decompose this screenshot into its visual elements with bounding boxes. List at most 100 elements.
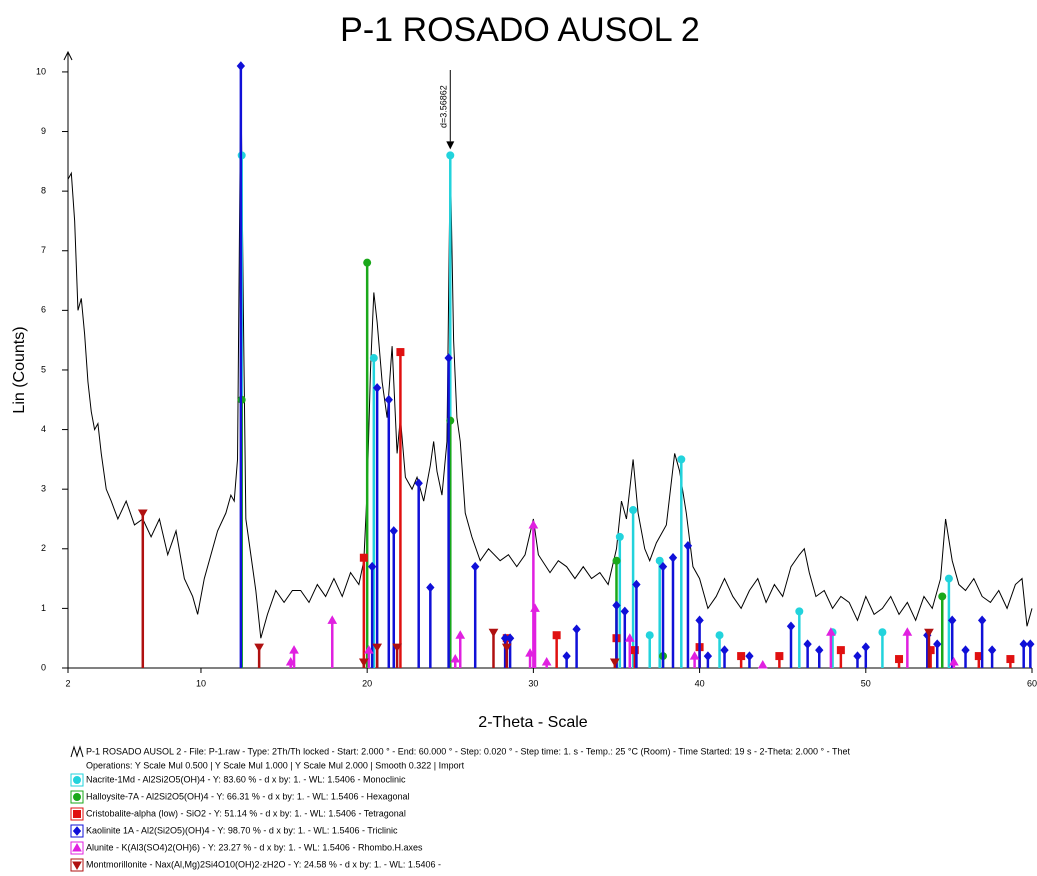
x-tick-label: 10: [196, 678, 206, 688]
peak-marker: [737, 652, 746, 661]
peak-marker: [715, 631, 724, 640]
x-tick-label: 2: [65, 678, 70, 688]
peak-marker: [987, 645, 997, 655]
peak-marker: [1019, 639, 1028, 649]
x-tick-label: 60: [1027, 678, 1037, 688]
peak-marker: [541, 657, 552, 666]
peak-marker: [392, 643, 402, 653]
peak-marker: [645, 631, 654, 640]
peak-marker: [826, 627, 836, 636]
legend-icon: [72, 826, 82, 836]
peak-marker: [359, 553, 368, 562]
peak-marker: [815, 645, 824, 655]
y-tick-label: 7: [41, 245, 46, 255]
peak-marker: [775, 652, 784, 661]
peak-marker: [236, 61, 246, 71]
peak-marker: [396, 348, 405, 357]
legend-icon: [73, 810, 81, 818]
peak-marker: [358, 658, 369, 668]
y-tick-label: 2: [41, 543, 46, 553]
peak-marker: [572, 624, 581, 635]
legend-label: Alunite - K(Al3(SO4)2(OH)6) - Y: 23.27 %…: [86, 842, 423, 852]
peak-marker: [446, 151, 455, 160]
peak-marker: [389, 526, 398, 536]
peak-marker: [895, 655, 904, 664]
peak-marker: [948, 615, 957, 626]
peak-marker: [668, 552, 678, 563]
peak-marker: [757, 660, 768, 669]
x-axis-label: 2-Theta - Scale: [478, 714, 587, 731]
peak-marker: [384, 395, 393, 405]
legend-label: Montmorillonite - Nax(Al,Mg)2Si4O10(OH)2…: [86, 859, 441, 869]
peak-marker: [630, 646, 639, 655]
peak-marker: [624, 633, 635, 642]
chart-title: P-1 ROSADO AUSOL 2: [340, 11, 700, 49]
peak-marker: [695, 615, 704, 626]
y-tick-label: 3: [41, 484, 46, 494]
peak-marker: [414, 478, 423, 488]
peak-marker: [285, 657, 296, 666]
peak-marker: [254, 643, 264, 653]
peak-marker: [677, 455, 686, 464]
y-tick-label: 4: [41, 424, 46, 434]
legend-label: Nacrite-1Md - Al2Si2O5(OH)4 - Y: 83.60 %…: [86, 774, 406, 784]
peak-marker: [745, 651, 754, 661]
x-tick-label: 30: [528, 678, 538, 688]
peak-marker: [924, 628, 934, 638]
peak-marker: [488, 628, 499, 638]
y-tick-label: 8: [41, 186, 46, 196]
peak-marker: [938, 592, 947, 601]
peak-marker: [363, 645, 374, 654]
legend-icon: [73, 776, 81, 784]
peak-marker: [501, 643, 512, 653]
annotation-arrow-head: [446, 141, 455, 150]
peak-marker: [836, 646, 845, 655]
legend-icon: [73, 793, 81, 801]
peak-marker: [372, 643, 383, 653]
peak-marker: [552, 631, 561, 640]
peak-marker: [620, 606, 629, 617]
diffraction-pattern: [67, 71, 1033, 639]
peak-marker: [703, 651, 713, 661]
y-axis-label: Lin (Counts): [11, 326, 28, 413]
peak-marker: [961, 645, 970, 655]
legend-icon: [70, 745, 84, 758]
peak-marker: [444, 353, 453, 363]
x-tick-label: 50: [861, 678, 871, 688]
peak-marker: [137, 509, 148, 519]
peak-marker: [655, 556, 664, 565]
peak-marker: [949, 657, 959, 666]
peak-marker: [367, 561, 377, 572]
y-tick-label: 0: [41, 662, 46, 672]
peak-marker: [612, 556, 621, 565]
peak-marker: [1006, 655, 1015, 664]
y-tick-label: 6: [41, 305, 46, 315]
peak-marker: [878, 628, 887, 637]
x-tick-label: 40: [695, 678, 705, 688]
y-tick-label: 5: [41, 364, 46, 374]
x-tick-label: 20: [362, 678, 372, 688]
peak-marker: [450, 654, 461, 663]
peak-marker: [683, 541, 693, 551]
peak-marker: [853, 651, 862, 661]
y-tick-label: 10: [36, 66, 46, 76]
peak-marker: [525, 648, 535, 657]
peak-marker: [528, 519, 539, 529]
peak-marker: [658, 561, 668, 572]
peak-marker: [562, 651, 571, 661]
peak-marker: [786, 621, 796, 632]
peak-marker: [372, 383, 382, 393]
y-axis-arrow: [63, 50, 73, 61]
peak-marker: [977, 615, 987, 626]
legend-label: Kaolinite 1A - Al2(Si2O5)(OH)4 - Y: 98.7…: [86, 825, 398, 835]
peak-marker: [944, 574, 953, 583]
peak-marker: [629, 506, 638, 515]
peak-marker: [720, 645, 729, 655]
peak-marker: [612, 600, 621, 611]
peak-marker: [471, 561, 480, 572]
peak-marker: [861, 642, 870, 652]
peak-marker: [289, 645, 299, 654]
peak-marker: [530, 603, 540, 612]
peak-marker: [327, 615, 338, 624]
